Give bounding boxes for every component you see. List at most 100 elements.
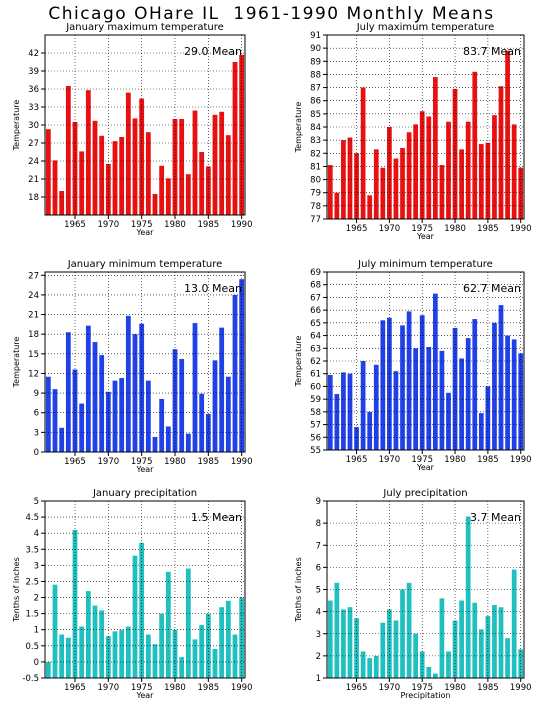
chart-title: July precipitation	[382, 488, 467, 499]
chart-1: January maximum temperature 18 21 24 27 30 33 3…	[12, 22, 252, 237]
bar	[185, 568, 191, 678]
y-tick-label: 68	[310, 281, 321, 291]
bar	[459, 149, 464, 219]
bar	[59, 634, 65, 678]
bar	[341, 140, 346, 219]
bar	[212, 114, 218, 215]
bar	[347, 373, 353, 450]
bar	[492, 322, 497, 450]
y-tick-label: 62	[310, 357, 321, 367]
x-tick-label: 1980	[444, 455, 466, 465]
x-tick-label: 1990	[231, 457, 253, 467]
bar	[465, 516, 471, 678]
y-tick-label: 7	[316, 541, 321, 551]
x-tick-label: 1975	[131, 457, 153, 467]
bar	[380, 320, 386, 450]
y-tick-label: 87	[310, 84, 321, 94]
bar	[219, 111, 225, 215]
x-tick-label: 1985	[198, 457, 220, 467]
bar	[112, 141, 118, 215]
y-tick-label: 61	[310, 370, 321, 380]
y-tick-label: 58	[310, 408, 321, 418]
y-tick-label: 4	[316, 608, 321, 618]
bar	[393, 158, 399, 219]
y-tick-label: 27	[28, 271, 39, 281]
x-tick-label: 1980	[164, 683, 186, 693]
bar	[145, 380, 151, 452]
bar	[125, 92, 131, 215]
y-tick-label: 90	[310, 44, 321, 54]
bar	[172, 629, 178, 678]
x-axis-label: Year	[416, 463, 435, 472]
y-tick-label: 3.5	[25, 545, 39, 555]
x-tick-label: 1985	[198, 220, 220, 230]
y-tick-label: 83	[310, 136, 321, 146]
bar	[360, 651, 366, 678]
bar	[380, 167, 386, 219]
y-tick-label: 8	[316, 519, 321, 529]
x-tick-label: 1965	[346, 455, 368, 465]
bar	[400, 325, 405, 450]
bar	[327, 374, 333, 450]
bar	[152, 436, 158, 452]
bar	[59, 427, 65, 452]
bar	[446, 121, 451, 219]
y-tick-label: 0	[34, 448, 39, 458]
x-tick-label: 1965	[64, 457, 86, 467]
bar	[199, 152, 205, 215]
bar	[92, 120, 98, 215]
chart-title: January minimum temperature	[67, 259, 223, 270]
x-tick-label: 1985	[198, 683, 220, 693]
bar	[159, 165, 165, 215]
x-tick-label: 1975	[411, 683, 433, 693]
bar	[419, 315, 425, 450]
bar	[159, 613, 165, 678]
bar	[459, 358, 464, 450]
y-axis-label: Temperature	[12, 337, 21, 389]
bar	[485, 142, 491, 219]
bar	[432, 673, 438, 678]
bar	[439, 350, 445, 450]
bar	[225, 135, 231, 215]
bar	[426, 666, 432, 678]
bar	[334, 394, 340, 450]
bar	[219, 607, 225, 678]
bar	[465, 121, 471, 219]
chart-title: January maximum temperature	[65, 22, 224, 33]
bar	[92, 605, 98, 678]
bar	[426, 116, 432, 219]
y-tick-label: 6	[34, 409, 39, 419]
y-tick-label: 86	[310, 97, 321, 107]
x-tick-label: 1985	[477, 683, 499, 693]
y-axis-label: Tenths of inches	[12, 557, 21, 623]
bar	[79, 151, 85, 215]
bar	[199, 624, 205, 678]
mean-annotation: 13.0 Mean	[184, 282, 242, 295]
x-tick-label: 1965	[64, 220, 86, 230]
bar	[478, 629, 484, 678]
bar	[85, 90, 91, 215]
y-tick-label: 24	[28, 157, 39, 167]
chart-3: January minimum temperature 0 3 6 9 12 15 18 21 2…	[12, 259, 252, 474]
bar	[132, 118, 138, 215]
y-tick-label: 18	[28, 330, 39, 340]
bar	[327, 165, 333, 219]
y-tick-label: 85	[310, 110, 321, 120]
bar	[232, 62, 238, 215]
bar	[179, 657, 185, 678]
bar	[485, 386, 491, 450]
y-tick-label: 66	[310, 306, 321, 316]
x-tick-label: 1980	[164, 220, 186, 230]
x-axis-label: Precipitation	[400, 691, 450, 700]
plot-frame	[44, 500, 246, 679]
bar	[165, 571, 171, 678]
y-tick-label: 30	[28, 121, 39, 131]
bar	[373, 364, 379, 450]
bar	[105, 391, 111, 452]
y-tick-label: 3	[34, 561, 39, 571]
x-tick-label: 1990	[510, 683, 532, 693]
bar	[465, 338, 471, 450]
bar	[199, 393, 205, 452]
bar	[367, 411, 373, 450]
